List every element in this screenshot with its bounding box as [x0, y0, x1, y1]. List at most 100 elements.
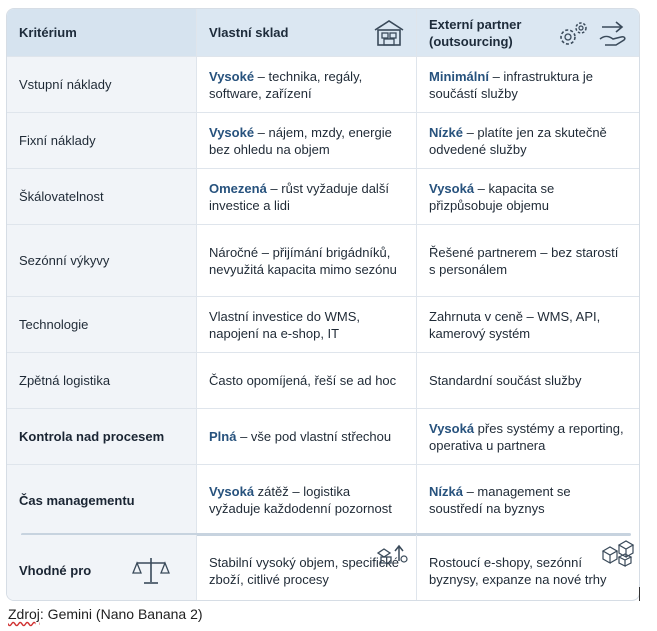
partner-emphasis: Nízká	[429, 484, 463, 499]
own-rest: Náročné – přijímání brigádníků, nevyužit…	[209, 244, 397, 277]
row-own: Omezená – růst vyžaduje další investice …	[197, 169, 417, 224]
criterion-text: Zpětná logistika	[19, 373, 111, 388]
own-emphasis: Vysoké	[209, 68, 255, 84]
partner-rest: – kapacita se přizpůsobuje objemu	[429, 180, 555, 213]
table-row-suitable-for: Vhodné pro Stabilní vysoký objem, specif…	[7, 533, 639, 600]
partner-text: Rostoucí e-shopy, sezónní byznysy, expan…	[429, 554, 627, 588]
gears-icon	[560, 22, 587, 45]
table-row: Škálovatelnost Omezená – růst vyžaduje d…	[7, 169, 639, 225]
row-partner: Minimální – infrastruktura je součástí s…	[417, 57, 639, 112]
row-criterion: Kontrola nad procesem	[7, 409, 197, 464]
table-row: Vstupní náklady Vysoké – technika, regál…	[7, 57, 639, 113]
row-own: Často opomíjená, řeší se ad hoc	[197, 353, 417, 408]
warehouse-icon	[374, 20, 404, 46]
table-row: Zpětná logistika Často opomíjená, řeší s…	[7, 353, 639, 409]
table-row: Kontrola nad procesem Plná – vše pod vla…	[7, 409, 639, 465]
row-criterion: Vstupní náklady	[7, 57, 197, 112]
partner-emphasis: Vysoká	[429, 420, 475, 436]
comparison-table: Kritérium Vlastní sklad Externí partner …	[6, 8, 640, 601]
row-own: Vysoká zátěž – logistika vyžaduje každod…	[197, 465, 417, 535]
source-caption: Zdroj: Gemini (Nano Banana 2)	[8, 606, 203, 622]
header-partner-label-2: (outsourcing)	[429, 33, 513, 49]
own-text: Vysoká zátěž – logistika vyžaduje každod…	[209, 483, 404, 517]
own-emphasis: Omezená	[209, 180, 267, 196]
header-criterion: Kritérium	[7, 9, 197, 56]
own-text: Vysoké – nájem, mzdy, energie bez ohledu…	[209, 124, 404, 158]
source-label: Zdroj	[8, 606, 40, 622]
row-criterion: Fixní náklady	[7, 113, 197, 168]
criterion-text: Vstupní náklady	[19, 77, 112, 92]
partner-rest: – platíte jen za skutečně odvedené služb…	[429, 124, 607, 157]
own-emphasis: Vysoké	[209, 124, 255, 140]
handshake-transfer-icon	[599, 21, 626, 46]
section-divider	[21, 533, 631, 536]
partner-text: Standardní součást služby	[429, 372, 581, 389]
scales-icon	[132, 558, 170, 584]
criterion-text: Sezónní výkyvy	[19, 253, 110, 268]
source-text: : Gemini (Nano Banana 2)	[39, 606, 203, 622]
row-own: Vlastní investice do WMS, napojení na e-…	[197, 297, 417, 352]
criterion-text: Technologie	[19, 317, 89, 332]
row-own: Plná – vše pod vlastní střechou	[197, 409, 417, 464]
header-criterion-label: Kritérium	[19, 25, 77, 40]
own-text: Často opomíjená, řeší se ad hoc	[209, 372, 396, 389]
own-rest: – vše pod vlastní střechou	[236, 429, 392, 444]
own-rest: zátěž – logistika vyžaduje každodenní po…	[209, 484, 392, 516]
own-rest: Často opomíjená, řeší se ad hoc	[209, 373, 397, 388]
table-header-row: Kritérium Vlastní sklad Externí partner …	[7, 9, 639, 57]
row-criterion: Vhodné pro	[7, 535, 197, 600]
row-criterion: Škálovatelnost	[7, 169, 197, 224]
own-text: Omezená – růst vyžaduje další investice …	[209, 180, 404, 214]
own-text: Plná – vše pod vlastní střechou	[209, 428, 391, 445]
row-own: Stabilní vysoký objem, specifické zboží,…	[197, 535, 417, 600]
partner-text: Vysoká přes systémy a reporting, operati…	[429, 420, 627, 454]
boxes-icon	[601, 540, 635, 567]
own-text: Stabilní vysoký objem, specifické zboží,…	[209, 554, 404, 588]
partner-rest: Řešené partnerem – bez starostí s person…	[429, 244, 619, 277]
row-partner: Vysoká – kapacita se přizpůsobuje objemu	[417, 169, 639, 224]
criterion-text: Čas managementu	[19, 492, 135, 508]
header-own-label: Vlastní sklad	[209, 25, 289, 40]
own-text: Náročné – přijímání brigádníků, nevyužit…	[209, 244, 404, 278]
own-rest: – růst vyžaduje další investice a lidi	[209, 180, 389, 213]
row-partner: Nízká – management se soustředí na byzny…	[417, 465, 639, 535]
header-own: Vlastní sklad	[197, 9, 417, 56]
row-partner: Rostoucí e-shopy, sezónní byznysy, expan…	[417, 535, 639, 600]
row-partner: Nízké – platíte jen za skutečně odvedené…	[417, 113, 639, 168]
row-own: Vysoké – nájem, mzdy, energie bez ohledu…	[197, 113, 417, 168]
table-row: Čas managementu Vysoká zátěž – logistika…	[7, 465, 639, 535]
own-emphasis: Vysoká	[209, 484, 255, 499]
criterion-text: Fixní náklady	[19, 133, 96, 148]
text-cursor	[639, 587, 640, 601]
row-partner: Vysoká přes systémy a reporting, operati…	[417, 409, 639, 464]
partner-rest: přes systémy a reporting, operativa u pa…	[429, 420, 624, 453]
row-criterion: Čas managementu	[7, 465, 197, 535]
table-row: Technologie Vlastní investice do WMS, na…	[7, 297, 639, 353]
criterion-text: Kontrola nad procesem	[19, 429, 165, 444]
partner-text: Řešené partnerem – bez starostí s person…	[429, 244, 627, 278]
table-row: Sezónní výkyvy Náročné – přijímání brigá…	[7, 225, 639, 297]
criterion-text: Škálovatelnost	[19, 189, 104, 204]
own-text: Vlastní investice do WMS, napojení na e-…	[209, 308, 404, 342]
criterion-text: Vhodné pro	[19, 563, 92, 578]
row-partner: Řešené partnerem – bez starostí s person…	[417, 225, 639, 296]
partner-rest: – management se soustředí na byznys	[429, 484, 571, 516]
row-criterion: Zpětná logistika	[7, 353, 197, 408]
own-text: Vysoké – technika, regály, software, zař…	[209, 68, 404, 102]
partner-rest: – infrastruktura je součástí služby	[429, 68, 593, 101]
partner-rest: Zahrnuta v ceně – WMS, API, kamerový sys…	[429, 308, 601, 341]
row-own: Vysoké – technika, regály, software, zař…	[197, 57, 417, 112]
partner-text: Minimální – infrastruktura je součástí s…	[429, 68, 627, 102]
partner-rest: Standardní součást služby	[429, 373, 582, 388]
own-rest: – technika, regály, software, zařízení	[209, 68, 363, 101]
partner-emphasis: Minimální	[429, 68, 489, 84]
partner-text: Nízká – management se soustředí na byzny…	[429, 483, 627, 517]
partner-text: Vysoká – kapacita se přizpůsobuje objemu	[429, 180, 627, 214]
shapes-growth-icon	[376, 544, 408, 564]
own-rest: Vlastní investice do WMS, napojení na e-…	[209, 308, 360, 341]
partner-text: Nízké – platíte jen za skutečně odvedené…	[429, 124, 627, 158]
partner-emphasis: Vysoká	[429, 180, 475, 196]
row-criterion: Sezónní výkyvy	[7, 225, 197, 296]
row-criterion: Technologie	[7, 297, 197, 352]
partner-rest: Rostoucí e-shopy, sezónní byznysy, expan…	[429, 554, 607, 587]
